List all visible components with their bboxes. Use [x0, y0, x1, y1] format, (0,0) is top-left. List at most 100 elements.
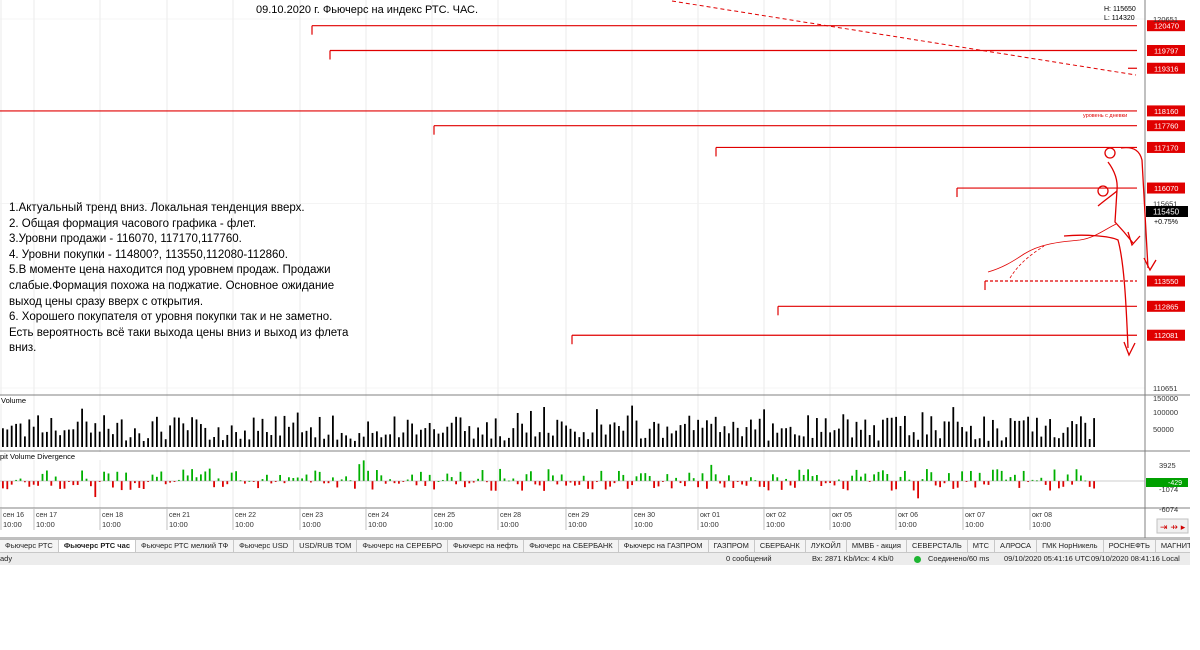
divergence-bar [125, 472, 127, 481]
volume-bar [318, 416, 321, 447]
divergence-bar [873, 474, 875, 481]
divergence-bar [37, 481, 39, 486]
divergence-bar [930, 472, 933, 481]
volume-bar [604, 434, 607, 447]
divergence-bar [164, 481, 167, 485]
volume-bar [164, 439, 167, 447]
volume-bar [63, 430, 66, 447]
volume-bar [380, 437, 383, 447]
level-badge [1147, 20, 1185, 32]
volume-bar [411, 423, 413, 447]
divergence-bar [279, 474, 281, 481]
status-traffic: Вх: 2871 Kb/Исх: 4 Kb/0 [812, 554, 894, 563]
volume-bar [178, 417, 180, 447]
volume-bar [503, 440, 506, 447]
volume-bar [112, 434, 114, 447]
tab-item[interactable]: USD/RUB TOM [294, 540, 358, 552]
tab-item[interactable]: Фьючерс на СБЕРБАНК [524, 540, 619, 552]
volume-bar [437, 433, 440, 447]
volume-bar [890, 417, 893, 447]
divergence-bar [860, 476, 862, 481]
tab-item[interactable]: Фьючерс на СЕРЕБРО [357, 540, 448, 552]
x-time-label: 10:00 [235, 520, 254, 529]
divergence-bar [706, 481, 708, 489]
tab-item[interactable]: СЕВЕРСТАЛЬ [907, 540, 968, 552]
scroll-controls[interactable]: ⇥ ⇸ ▸ [1156, 518, 1189, 534]
divergence-bar [842, 481, 845, 489]
tab-item[interactable]: Фьючерс на нефть [448, 540, 525, 552]
volume-bar [653, 421, 655, 447]
level-badge-label: 118160 [1154, 107, 1178, 116]
volume-bar [596, 409, 598, 447]
divergence-bar [714, 474, 717, 481]
volume-bar [19, 423, 22, 447]
level-badge-label: 112865 [1154, 302, 1178, 311]
tab-item[interactable]: АЛРОСА [995, 540, 1038, 552]
volume-bar [6, 429, 9, 447]
tab-item[interactable]: ЛУКОЙЛ [806, 540, 847, 552]
volume-bar [1044, 425, 1047, 447]
volume-bar [829, 432, 831, 447]
x-time-label: 10:00 [368, 520, 387, 529]
volume-bar [332, 415, 334, 447]
tab-item[interactable]: Фьючерс РТС час [58, 540, 137, 552]
divergence-bar [904, 470, 906, 481]
tab-item[interactable]: МТС [968, 540, 996, 552]
divergence-bar [332, 477, 334, 481]
volume-bar [32, 426, 35, 447]
volume-bar [1071, 421, 1073, 447]
divergence-bar [543, 481, 545, 491]
divergence-bar [305, 474, 308, 481]
divergence-bar [367, 470, 369, 481]
divergence-bar [653, 481, 655, 488]
volume-bar [169, 425, 171, 447]
volume-bar [415, 434, 418, 447]
volume-bar [904, 415, 906, 447]
volume-bar [191, 417, 193, 447]
tab-item[interactable]: Фьючерс на ГАЗПРОМ [619, 540, 709, 552]
y-tick-label: 120651 [1153, 15, 1178, 24]
divergence-bar [587, 481, 589, 489]
volume-bar [688, 415, 691, 447]
status-time-local: 09/10/2020 08:41:16 Local [1091, 554, 1180, 563]
tab-item[interactable]: СБЕРБАНК [755, 540, 806, 552]
volume-bar [666, 426, 669, 447]
volume-bar [46, 431, 48, 447]
divergence-bar [745, 481, 748, 486]
tab-item[interactable]: Фьючерс РТС мелкий ТФ [136, 540, 235, 552]
divergence-bar [222, 481, 224, 487]
divergence-bar [235, 471, 237, 481]
volume-bar [648, 428, 651, 447]
volume-bars [2, 405, 1095, 447]
divergence-bar [956, 481, 959, 488]
volume-bar [930, 416, 933, 447]
volume-bar [811, 437, 814, 447]
divergence-bar [2, 481, 4, 489]
volume-bar [296, 412, 299, 447]
volume-bar [248, 439, 251, 447]
divergence-bar [384, 481, 387, 484]
divergence-bar [640, 473, 642, 481]
tab-item[interactable]: МАГНИТ [1156, 540, 1190, 552]
divergence-bar [1014, 474, 1016, 481]
volume-bar [794, 434, 796, 447]
volume-bar [996, 428, 999, 447]
x-time-label: 10:00 [302, 520, 321, 529]
tab-item[interactable]: ММВБ - акция [847, 540, 907, 552]
tab-item[interactable]: ГМК НорНикель [1037, 540, 1104, 552]
tab-item[interactable]: Фьючерс РТС [0, 540, 59, 552]
divergence-bar [547, 469, 550, 481]
volume-bar [120, 419, 123, 447]
tab-item[interactable]: ГАЗПРОМ [709, 540, 755, 552]
volume-bar [107, 428, 110, 447]
y-tick-label: 110651 [1153, 384, 1177, 393]
divergence-bar [103, 471, 105, 481]
tab-item[interactable]: РОСНЕФТЬ [1104, 540, 1156, 552]
divergence-bar [340, 479, 343, 481]
tab-item[interactable]: Фьючерс USD [234, 540, 295, 552]
divergence-bar [662, 481, 664, 482]
divergence-bar [54, 476, 57, 481]
volume-bar [28, 419, 31, 447]
divergence-bar [323, 481, 325, 484]
volume-bar [670, 433, 673, 447]
